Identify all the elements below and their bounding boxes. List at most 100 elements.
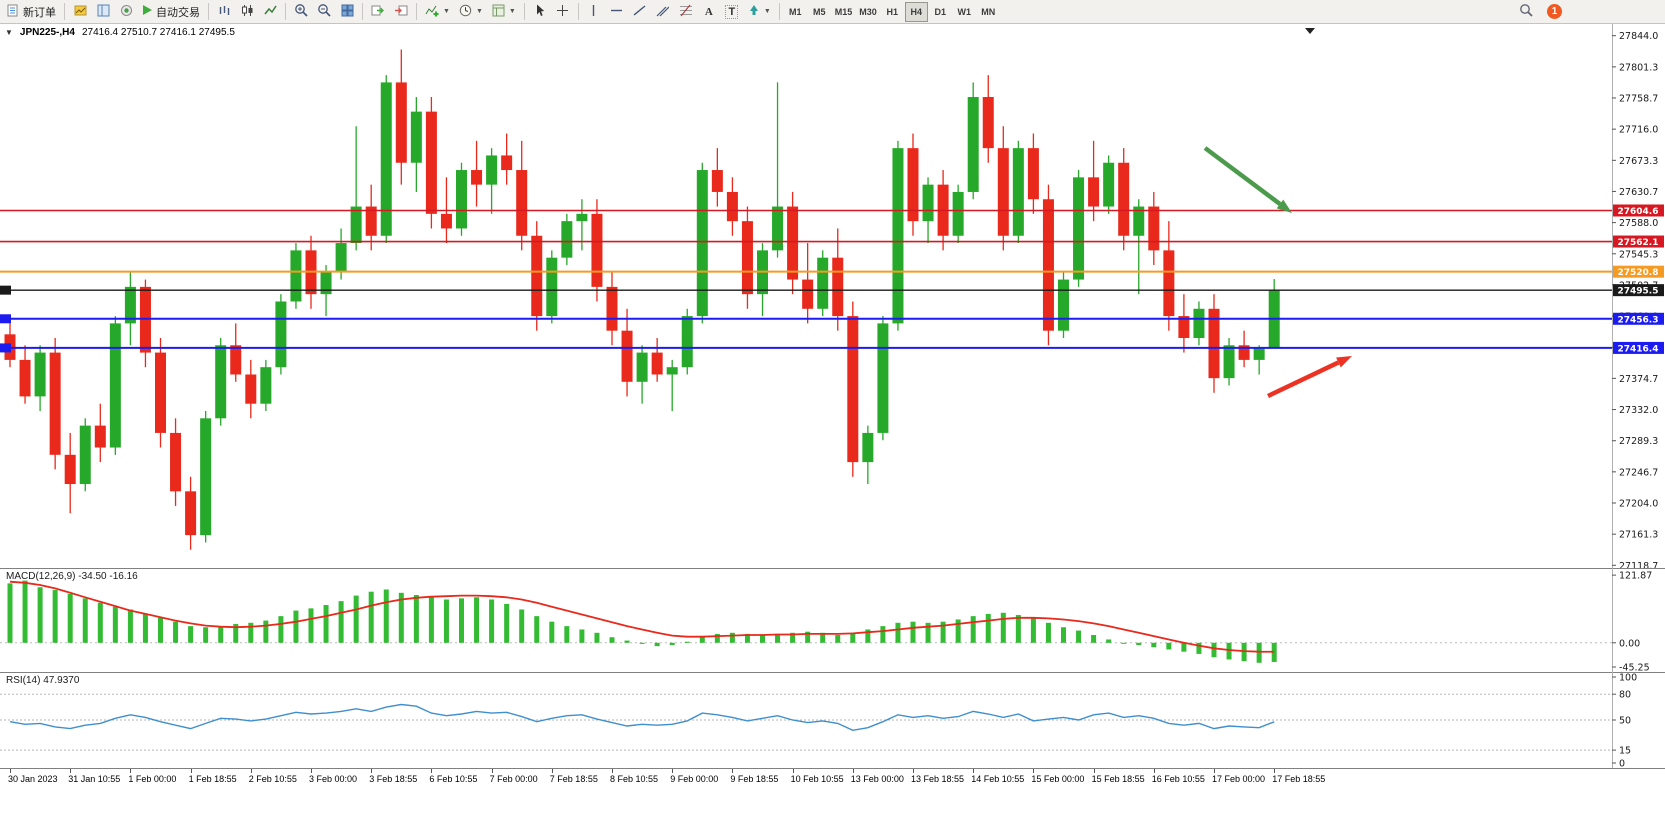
rsi-panel[interactable]: 100 80 50 15 0 — [0, 672, 1665, 768]
navigator-button[interactable] — [92, 2, 114, 22]
horizontal-line-icon — [610, 5, 623, 19]
cursor-tool-button[interactable] — [529, 2, 551, 22]
timeframe-button-m5[interactable]: M5 — [808, 2, 831, 22]
terminal-button[interactable] — [115, 2, 137, 22]
toolbar-separator — [285, 3, 286, 20]
new-order-button[interactable]: 新订单 — [3, 2, 60, 22]
time-axis-label: 7 Feb 00:00 — [489, 774, 538, 784]
chart-window: ▼ JPN225-,H4 27416.4 27510.7 27416.1 274… — [0, 24, 1665, 840]
time-axis-tick — [1093, 769, 1095, 773]
time-axis-tick — [491, 769, 493, 773]
time-axis-tick — [973, 769, 975, 773]
vertical-line-tool-button[interactable] — [583, 2, 605, 22]
macd-panel[interactable]: 121.87 0.00 -45.25 — [0, 568, 1665, 672]
market-watch-button[interactable] — [69, 2, 91, 22]
search-button[interactable] — [1515, 2, 1537, 22]
clock-icon — [459, 4, 472, 20]
template-icon — [492, 4, 505, 20]
macd-indicator-label: MACD(12,26,9) -34.50 -16.16 — [6, 571, 138, 582]
time-axis[interactable]: 30 Jan 2023 31 Jan 10:55 1 Feb 00:00 1 Feb … — [0, 768, 1665, 793]
time-axis-tick — [70, 769, 72, 773]
main-price-chart[interactable]: 27844.0 27801.3 27758.7 27716.0 27673.3 27630… — [0, 24, 1665, 568]
timeframe-button-h4[interactable]: H4 — [904, 1, 928, 22]
zoom-out-button[interactable] — [313, 2, 335, 22]
time-axis-tick — [612, 769, 613, 773]
candlestick-icon — [241, 4, 254, 20]
indicators-button[interactable]: ▼ — [421, 2, 454, 22]
timeframe-button-m30[interactable]: M30 — [856, 2, 880, 22]
fibonacci-tool-button[interactable] — [675, 2, 697, 22]
tile-windows-icon — [341, 4, 354, 20]
autotrade-play-icon — [142, 4, 153, 19]
timeframe-button-h1[interactable]: H1 — [881, 2, 904, 22]
time-axis-label: 7 Feb 18:55 — [549, 774, 598, 784]
svg-text:27758.7: 27758.7 — [1619, 93, 1658, 104]
market-watch-icon — [74, 4, 87, 20]
shapes-tool-button[interactable]: ▼ — [744, 2, 775, 22]
text-tool-button[interactable]: A — [698, 2, 720, 22]
toolbar-right-group: 1 — [1515, 2, 1662, 22]
bar-chart-type-button[interactable] — [213, 2, 235, 22]
notification-badge[interactable]: 1 — [1547, 4, 1562, 19]
one-click-trading-toggle[interactable]: ▼ — [5, 28, 13, 37]
toolbar-separator — [64, 3, 65, 20]
time-axis-label: 16 Feb 10:55 — [1151, 774, 1205, 784]
text-tool-icon: A — [704, 5, 713, 18]
main-toolbar: 新订单 自动交易 ▼ ▼ ▼ A T ▼ M1 M5 M15 M30 H1 H4 D1 W1 M… — [0, 0, 1665, 24]
time-axis-tick — [250, 769, 252, 773]
toolbar-separator — [577, 3, 579, 20]
autotrade-button[interactable]: 自动交易 — [138, 2, 204, 22]
crosshair-icon — [556, 4, 569, 20]
terminal-icon — [120, 4, 133, 20]
periods-button[interactable]: ▼ — [455, 2, 487, 22]
toolbar-separator — [778, 3, 780, 20]
timeframe-button-m1[interactable]: M1 — [784, 2, 807, 22]
svg-text:27545.3: 27545.3 — [1619, 249, 1658, 260]
time-axis-tick — [732, 769, 734, 773]
label-tool-button[interactable]: T — [721, 2, 743, 22]
line-chart-type-button[interactable] — [259, 2, 281, 22]
channel-icon — [656, 4, 670, 20]
timeframe-button-mn[interactable]: MN — [977, 2, 1000, 22]
svg-text:80: 80 — [1619, 690, 1631, 701]
svg-text:27673.3: 27673.3 — [1619, 156, 1658, 167]
chart-legend: ▼ JPN225-,H4 27416.4 27510.7 27416.1 274… — [5, 27, 235, 38]
chevron-down-icon: ▼ — [508, 8, 516, 15]
time-axis-label: 10 Feb 10:55 — [790, 774, 844, 784]
candlestick-type-button[interactable] — [236, 2, 258, 22]
new-order-label: 新订单 — [23, 6, 56, 19]
channel-tool-button[interactable] — [652, 2, 674, 22]
timeframe-button-m15[interactable]: M15 — [832, 2, 856, 22]
time-axis-label: 9 Feb 00:00 — [670, 774, 719, 784]
svg-text:50: 50 — [1619, 716, 1631, 727]
auto-scroll-button[interactable] — [367, 2, 389, 22]
chart-shift-button[interactable] — [390, 2, 412, 22]
timeframe-button-w1[interactable]: W1 — [953, 2, 976, 22]
trendline-tool-button[interactable] — [629, 2, 651, 22]
svg-text:27630.7: 27630.7 — [1619, 187, 1658, 198]
time-axis-label: 30 Jan 2023 — [8, 774, 58, 784]
time-axis-tick — [371, 769, 373, 773]
time-axis-label: 3 Feb 00:00 — [309, 774, 358, 784]
time-axis-label: 2 Feb 10:55 — [248, 774, 297, 784]
time-axis-tick — [10, 769, 11, 773]
svg-text:27588.0: 27588.0 — [1619, 218, 1658, 229]
svg-text:27456.3: 27456.3 — [1618, 315, 1659, 325]
zoom-out-icon — [317, 3, 331, 20]
horizontal-line-tool-button[interactable] — [606, 2, 628, 22]
time-axis-tick — [1153, 769, 1155, 773]
vertical-line-icon — [588, 4, 599, 20]
time-axis-label: 6 Feb 10:55 — [429, 774, 478, 784]
timeframe-button-d1[interactable]: D1 — [929, 2, 952, 22]
tile-windows-button[interactable] — [336, 2, 358, 22]
time-axis-label: 1 Feb 00:00 — [128, 774, 177, 784]
templates-button[interactable]: ▼ — [488, 2, 520, 22]
chevron-down-icon: ▼ — [443, 8, 450, 15]
time-axis-tick — [431, 769, 433, 773]
svg-text:27801.3: 27801.3 — [1619, 62, 1658, 73]
crosshair-tool-button[interactable] — [552, 2, 574, 22]
trendline-icon — [633, 4, 646, 20]
zoom-in-icon — [294, 3, 308, 20]
svg-text:27416.4: 27416.4 — [1618, 344, 1659, 354]
zoom-in-button[interactable] — [290, 2, 312, 22]
